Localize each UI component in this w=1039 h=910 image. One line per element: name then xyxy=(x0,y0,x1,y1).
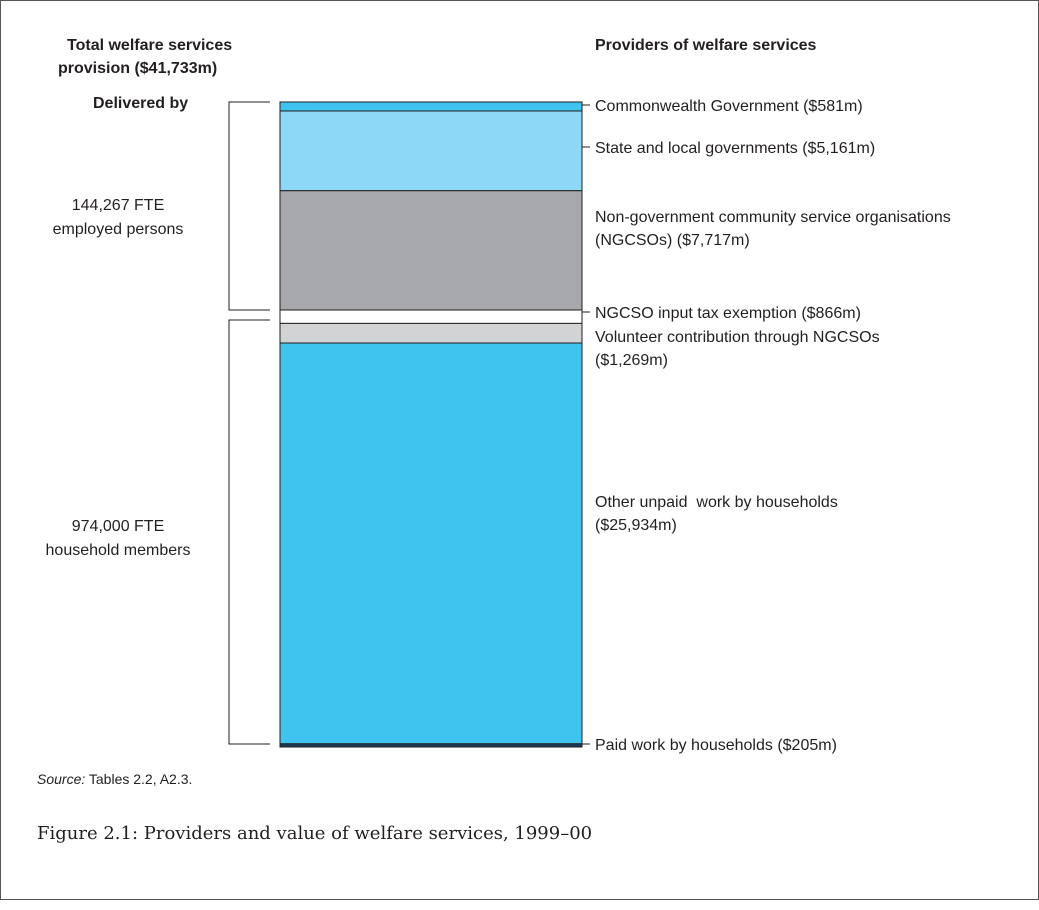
group-label-households: 974,000 FTE household members xyxy=(18,515,218,563)
segment-label-ngcso-line2: (NGCSOs) ($7,717m) xyxy=(595,232,750,249)
segment-label-commonwealth: Commonwealth Government ($581m) xyxy=(595,98,863,115)
group-label-employed-line1: 144,267 FTE xyxy=(71,197,165,214)
delivered-by-heading: Delivered by xyxy=(93,95,189,112)
segment-label-volunteer: Volunteer contribution through NGCSOs ($… xyxy=(595,326,880,372)
segment-label-other-unpaid-line2: ($25,934m) xyxy=(595,517,677,534)
source-prefix: Source: xyxy=(37,771,86,787)
segment-label-paid-households: Paid work by households ($205m) xyxy=(595,737,837,754)
group-label-households-line2: household members xyxy=(45,542,191,559)
figure-caption: Figure 2.1: Providers and value of welfa… xyxy=(37,823,593,844)
segment-label-ngcso: Non-government community service organis… xyxy=(595,206,951,252)
providers-heading: Providers of welfare services xyxy=(595,37,817,54)
group-label-households-line1: 974,000 FTE xyxy=(71,518,165,535)
segment-label-ngcso-line1: Non-government community service organis… xyxy=(595,209,951,226)
segment-label-other-unpaid: Other unpaid work by households ($25,934… xyxy=(595,491,838,537)
segment-label-volunteer-line1: Volunteer contribution through NGCSOs xyxy=(595,329,880,346)
segment-label-other-unpaid-line1: Other unpaid work by households xyxy=(595,494,838,511)
total-provision-heading-line2: provision ($41,733m) xyxy=(58,60,218,77)
group-label-employed: 144,267 FTE employed persons xyxy=(18,194,218,242)
total-provision-heading-line1: Total welfare services xyxy=(67,37,233,54)
segment-label-state-local: State and local governments ($5,161m) xyxy=(595,140,876,157)
segment-label-tax-exemption: NGCSO input tax exemption ($866m) xyxy=(595,305,861,322)
source-text: Tables 2.2, A2.3. xyxy=(85,771,193,787)
source-note: Source: Tables 2.2, A2.3. xyxy=(37,771,192,787)
group-label-employed-line2: employed persons xyxy=(52,221,184,238)
segment-label-volunteer-line2: ($1,269m) xyxy=(595,352,668,369)
